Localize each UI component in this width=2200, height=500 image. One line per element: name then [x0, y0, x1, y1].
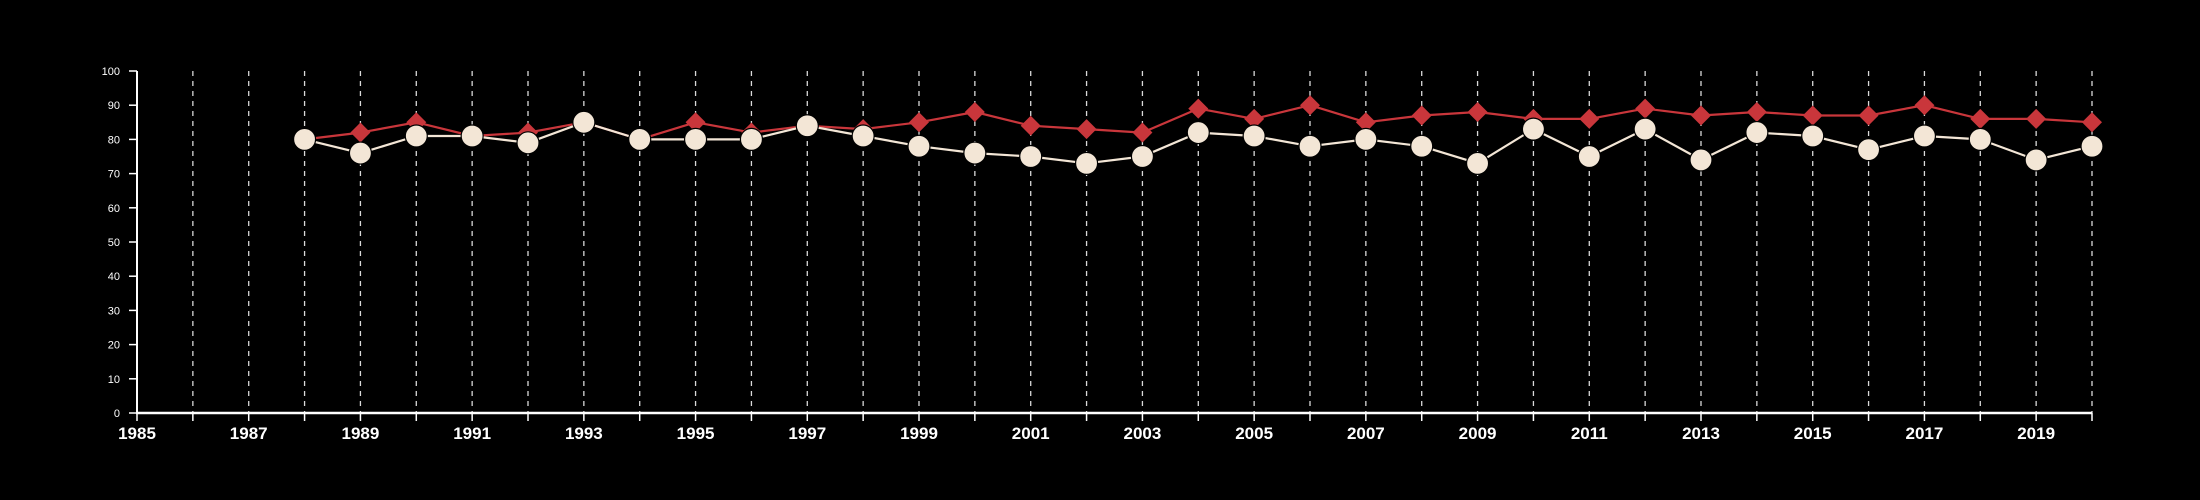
series-0-point-2011	[1579, 108, 1600, 129]
x-tick-label-2017: 2017	[1906, 424, 1944, 443]
gridlines	[192, 71, 2093, 413]
series-1-point-1994	[628, 127, 652, 151]
series-1-point-1988	[292, 127, 317, 151]
x-tick-label-2019: 2019	[2017, 424, 2055, 443]
x-tick-label-1999: 1999	[900, 424, 938, 443]
series-1-point-2001	[1019, 144, 1043, 169]
series-1-point-2010	[1521, 117, 1546, 141]
y-tick-label-70: 70	[108, 169, 120, 181]
series-1-point-1998	[851, 124, 875, 148]
series-0-point-2018	[1970, 108, 1991, 129]
x-tick-label-2001: 2001	[1012, 424, 1050, 443]
series-1-point-2004	[1186, 120, 1210, 145]
series-1-point-2009	[1465, 151, 1490, 175]
series-1-circle	[292, 110, 2104, 175]
x-tick-label-1993: 1993	[565, 424, 603, 443]
y-tick-label-40: 40	[108, 271, 120, 283]
series-0-point-1989	[350, 122, 371, 143]
series-1-point-2019	[2024, 148, 2048, 172]
series-0-point-2019	[2026, 108, 2047, 129]
series-1-point-2018	[1968, 127, 1992, 151]
x-tick-label-2013: 2013	[1682, 424, 1720, 443]
y-tick-label-90: 90	[108, 100, 120, 112]
series-1-point-2020	[2080, 134, 2104, 158]
series-1-point-2011	[1577, 144, 1601, 169]
series-1-point-2008	[1410, 134, 1434, 158]
series-0-point-1995	[685, 112, 706, 133]
series-1-point-2003	[1130, 144, 1155, 169]
x-tick-label-2009: 2009	[1459, 424, 1497, 443]
x-tick-label-1989: 1989	[342, 424, 380, 443]
series-0-point-2017	[1914, 95, 1935, 116]
x-tick-label-1995: 1995	[677, 424, 715, 443]
x-tick-label-1987: 1987	[230, 424, 268, 443]
series-0-point-2002	[1076, 119, 1097, 140]
series-1-point-1990	[404, 124, 428, 148]
series-1-point-2012	[1633, 117, 1657, 141]
series-1-point-1999	[907, 134, 931, 158]
y-tick-label-50: 50	[108, 237, 120, 249]
series-0-point-2004	[1188, 98, 1209, 119]
series-0-point-2001	[1020, 115, 1041, 136]
series-0-point-2012	[1635, 98, 1656, 119]
x-tick-label-2011: 2011	[1571, 424, 1608, 443]
series-1-point-2006	[1298, 134, 1322, 158]
y-tick-label-80: 80	[108, 134, 120, 146]
x-tick-label-1997: 1997	[788, 424, 826, 443]
series-0-point-2005	[1244, 108, 1265, 129]
y-tick-label-60: 60	[108, 203, 120, 215]
x-tick-label-1991: 1991	[453, 424, 491, 443]
y-tick-label-0: 0	[114, 408, 120, 420]
x-tick-label-2005: 2005	[1235, 424, 1273, 443]
series-0-point-2016	[1858, 105, 1879, 126]
series-0-point-2013	[1691, 105, 1711, 126]
series-1-point-2017	[1912, 124, 1937, 148]
y-tick-label-30: 30	[108, 305, 120, 317]
series-1-point-2014	[1745, 120, 1769, 145]
x-tick-label-2007: 2007	[1347, 424, 1385, 443]
series-0-point-2020	[2082, 112, 2102, 133]
series-1-point-2015	[1801, 124, 1825, 148]
series-0-point-2009	[1467, 102, 1488, 123]
series-0-point-2000	[964, 102, 985, 123]
x-tick-label-2003: 2003	[1124, 424, 1162, 443]
series-1-point-1992	[516, 131, 540, 155]
y-tick-label-10: 10	[108, 374, 120, 386]
series	[292, 95, 2104, 175]
series-1-point-1996	[739, 127, 764, 151]
series-1-point-1997	[795, 114, 819, 138]
y-tick-label-20: 20	[108, 340, 120, 352]
series-0-point-2003	[1132, 122, 1153, 143]
series-1-point-1993	[572, 110, 596, 134]
x-tick-label-1985: 1985	[118, 424, 156, 443]
series-1-point-2016	[1856, 138, 1881, 162]
y-tick-label-100: 100	[102, 66, 120, 78]
series-1-point-2002	[1074, 151, 1099, 175]
series-0-point-2014	[1746, 102, 1767, 123]
series-1-point-1995	[683, 127, 708, 151]
series-1-point-2000	[963, 141, 987, 165]
series-0-point-1999	[909, 112, 929, 133]
series-0-point-2015	[1802, 105, 1823, 126]
axes: 0 10 20 30 40 50 60 70 80 90 100 1985 1987 1989 1991 19…	[102, 66, 2093, 443]
series-1-point-2007	[1354, 127, 1378, 151]
series-1-point-1991	[460, 124, 484, 148]
series-1-point-2013	[1689, 148, 1713, 172]
series-1-point-2005	[1242, 124, 1266, 148]
series-0-point-2007	[1355, 112, 1376, 133]
series-0-point-2006	[1300, 95, 1320, 116]
x-tick-label-2015: 2015	[1794, 424, 1832, 443]
series-0-point-2008	[1411, 105, 1432, 126]
series-1-point-1989	[348, 141, 373, 165]
